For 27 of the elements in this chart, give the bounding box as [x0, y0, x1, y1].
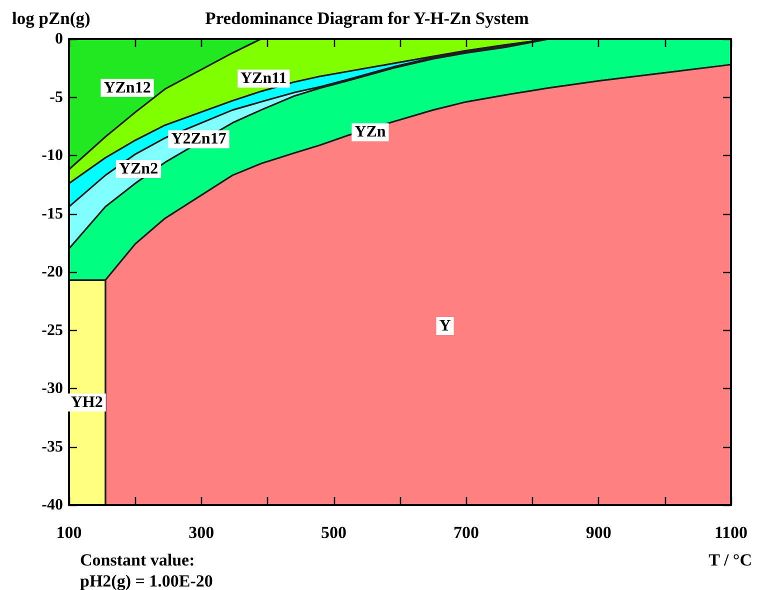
y-tick-label: -20 — [42, 264, 63, 280]
x-tick-label: 300 — [188, 523, 214, 542]
text: pH2(g) = 1.00E-20 — [80, 572, 213, 590]
y-tick-label: -5 — [50, 88, 63, 106]
y-tick-label: -15 — [42, 205, 63, 222]
y-tick-label: -35 — [42, 438, 63, 456]
x-tick-label: 500 — [321, 523, 347, 542]
y-tick-label: -30 — [42, 380, 63, 397]
series-label: YH2 — [70, 394, 103, 411]
y-tick-label: -10 — [42, 147, 63, 164]
series-label: YZn12 — [104, 79, 151, 96]
text: Constant value: — [80, 550, 195, 570]
y-tick-label: -25 — [42, 322, 63, 339]
series-label: YZn — [354, 124, 386, 141]
series-label: YZn11 — [240, 70, 287, 88]
y-tick-label: 0 — [55, 30, 63, 48]
y-tick-label: -40 — [42, 496, 63, 514]
series-label: Y2Zn17 — [171, 130, 226, 148]
y-axis-title: log pZn(g) — [12, 8, 90, 28]
x-tick-label: 100 — [56, 523, 82, 542]
x-tick-label: 900 — [586, 523, 612, 542]
x-tick-label: 700 — [453, 523, 479, 542]
series-label: YZn2 — [118, 160, 158, 178]
chart-title: Predominance Diagram for Y-H-Zn System — [205, 8, 530, 28]
series-label: Y — [439, 318, 452, 335]
x-tick-label: 1100 — [714, 523, 748, 542]
x-axis-title: T / °C — [708, 550, 752, 570]
